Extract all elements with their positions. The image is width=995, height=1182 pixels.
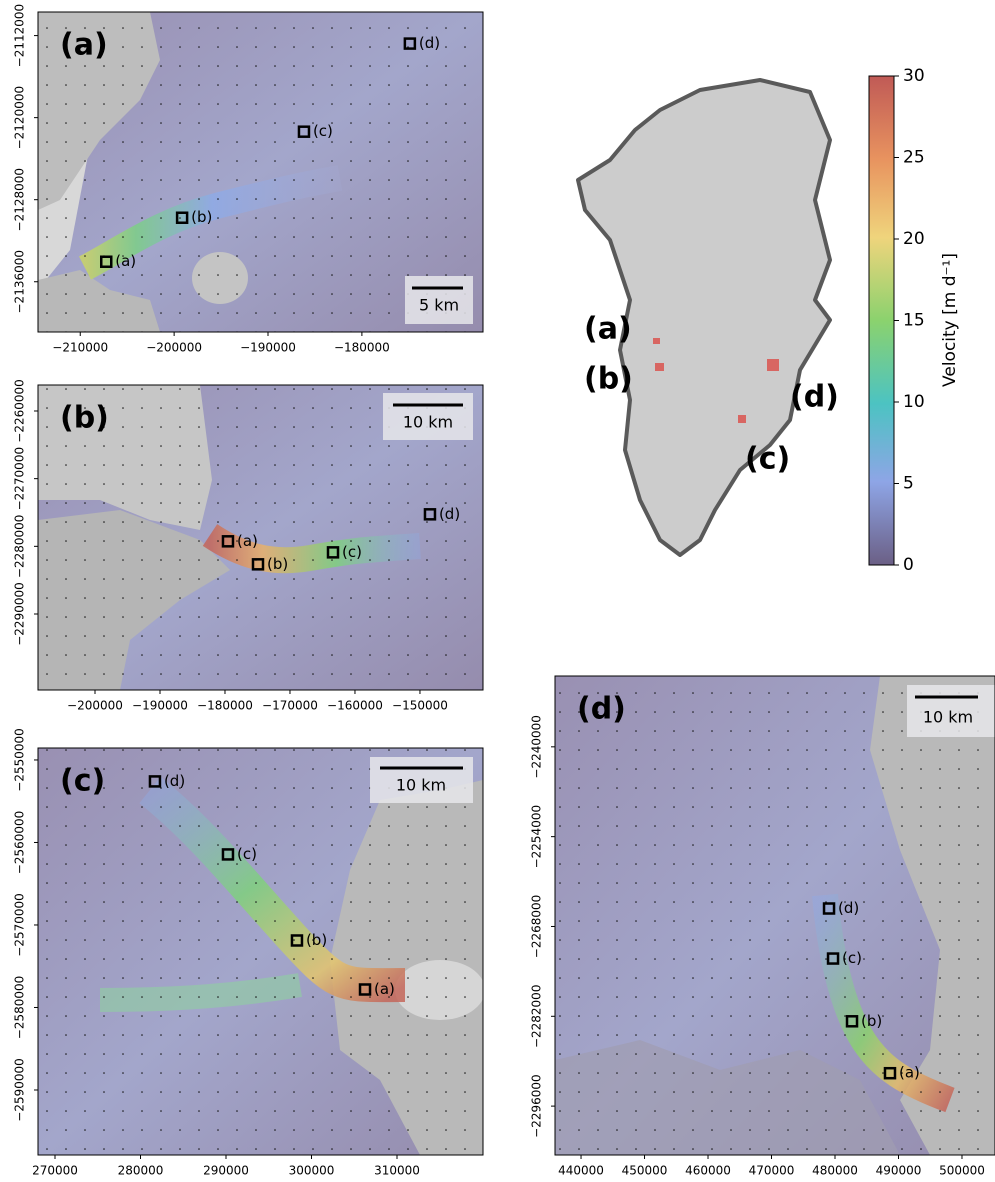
x-tick-label: 500000: [939, 1164, 985, 1178]
x-tick-label: −180000: [197, 699, 253, 713]
y-tick-label: −2282000: [530, 985, 544, 1049]
x-tick-label: −170000: [262, 699, 318, 713]
sample-label: (d): [164, 772, 185, 790]
colorbar-tick-label: 20: [903, 229, 925, 249]
y-tick-label: −2240000: [530, 715, 544, 779]
map-background: [555, 676, 995, 1155]
sample-label: (a): [115, 252, 136, 270]
y-tick-label: −2128000: [13, 168, 27, 232]
sample-label: (c): [842, 949, 862, 967]
x-tick-label: −160000: [327, 699, 383, 713]
colorbar-tick-label: 30: [903, 66, 925, 86]
y-tick-label: −2580000: [13, 976, 27, 1039]
sample-label: (c): [237, 845, 257, 863]
figure: (a) (b) (c) (d) Velocity [m d⁻¹] (() => …: [0, 0, 995, 1182]
colorbar: [869, 76, 894, 565]
y-tick-label: −2112000: [13, 4, 27, 68]
x-tick-label: 270000: [32, 1164, 78, 1178]
x-tick-label: 490000: [876, 1164, 922, 1178]
panel-label: (c): [60, 764, 105, 799]
x-tick-label: 300000: [289, 1164, 335, 1178]
x-tick-label: 310000: [374, 1164, 420, 1178]
panel-label: (d): [577, 692, 626, 727]
colorbar-label: Velocity [m d⁻¹]: [940, 253, 960, 387]
inset-label: (d): [790, 380, 839, 415]
sample-label: (a): [237, 532, 258, 550]
inset-label: (c): [745, 442, 790, 477]
y-tick-label: −2290000: [13, 582, 27, 646]
colorbar-tick-label: 25: [903, 148, 925, 168]
sample-label: (d): [838, 899, 859, 917]
scale-bar-label: 5 km: [419, 296, 459, 315]
y-tick-label: −2570000: [13, 893, 27, 957]
x-tick-label: −190000: [240, 341, 296, 355]
sample-label: (c): [313, 122, 333, 140]
colorbar-tick-label: 0: [903, 555, 914, 575]
x-tick-label: −200000: [67, 699, 123, 713]
x-tick-label: 440000: [558, 1164, 604, 1178]
x-tick-label: 480000: [812, 1164, 858, 1178]
y-tick-label: −2550000: [13, 728, 27, 792]
panel-label: (b): [60, 401, 109, 436]
y-tick-label: −2136000: [13, 250, 27, 314]
sample-label: (b): [191, 208, 212, 226]
y-tick-label: −2268000: [530, 895, 544, 959]
sample-label: (b): [861, 1012, 882, 1030]
x-tick-label: 280000: [118, 1164, 164, 1178]
panel-label: (a): [60, 28, 108, 63]
y-tick-label: −2120000: [13, 86, 27, 149]
sample-label: (b): [306, 931, 327, 949]
sample-label: (a): [899, 1064, 920, 1082]
sample-label: (c): [342, 543, 362, 561]
x-tick-label: −190000: [132, 699, 188, 713]
colorbar-tick-label: 5: [903, 474, 914, 494]
scale-bar-label: 10 km: [923, 708, 973, 727]
scale-bar-label: 10 km: [396, 776, 446, 795]
y-tick-label: −2254000: [530, 805, 544, 869]
y-tick-label: −2560000: [13, 811, 27, 875]
y-tick-label: −2260000: [13, 379, 27, 443]
y-tick-label: −2280000: [13, 515, 27, 579]
inset-label: (b): [584, 362, 633, 397]
x-tick-label: −150000: [392, 699, 448, 713]
sample-label: (d): [439, 505, 460, 523]
y-tick-label: −2270000: [13, 447, 27, 511]
x-tick-label: 450000: [622, 1164, 668, 1178]
x-tick-label: −210000: [52, 341, 108, 355]
x-tick-label: −200000: [146, 341, 202, 355]
y-tick-label: −2296000: [530, 1074, 544, 1138]
y-tick-label: −2590000: [13, 1058, 27, 1122]
x-tick-label: 290000: [203, 1164, 249, 1178]
x-tick-label: 470000: [749, 1164, 795, 1178]
scale-bar-label: 10 km: [403, 413, 453, 432]
colorbar-tick-label: 10: [903, 392, 925, 412]
map-background: [38, 748, 485, 1155]
sample-label: (b): [267, 555, 288, 573]
x-tick-label: 460000: [685, 1164, 731, 1178]
colorbar-tick-label: 15: [903, 311, 925, 331]
sample-label: (d): [419, 34, 440, 52]
inset-label: (a): [584, 312, 632, 347]
sample-label: (a): [374, 980, 395, 998]
x-tick-label: −180000: [334, 341, 390, 355]
